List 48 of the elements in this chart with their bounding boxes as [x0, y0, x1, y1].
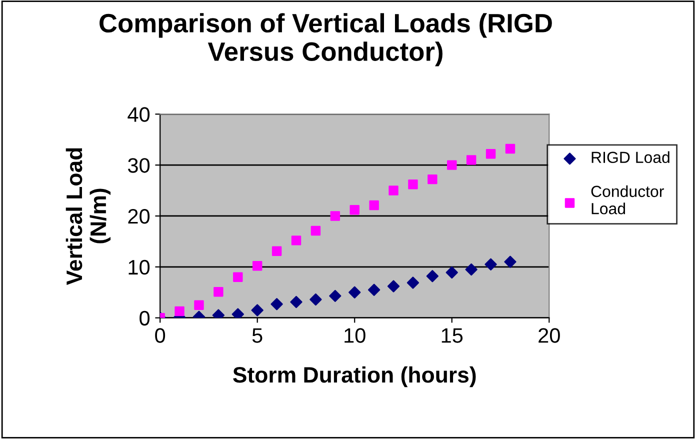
point — [504, 256, 516, 268]
y-tick-label: 10 — [128, 260, 150, 275]
point — [426, 270, 438, 282]
point — [505, 144, 516, 154]
y-tick-label: 0 — [140, 310, 150, 326]
point — [329, 290, 342, 302]
point — [330, 211, 340, 221]
x-tick-label: 5 — [252, 328, 262, 343]
x-tick-label: 20 — [538, 328, 560, 343]
point — [233, 272, 243, 282]
x-tick-label: 10 — [344, 328, 366, 343]
point — [348, 286, 361, 298]
x-tick-label: 0 — [155, 328, 166, 343]
point — [214, 287, 224, 297]
point — [408, 180, 418, 190]
point — [232, 308, 244, 318]
x-axis-title: Storm Duration (hours) — [233, 366, 476, 388]
point — [251, 304, 264, 316]
point — [350, 205, 360, 215]
point — [447, 160, 457, 170]
legend-label: RIGD Load — [592, 151, 670, 164]
x-tick-label: 15 — [442, 328, 463, 343]
point — [194, 300, 204, 310]
point — [272, 246, 282, 256]
point — [291, 236, 302, 246]
point — [466, 155, 476, 165]
point — [486, 149, 496, 159]
point — [270, 298, 283, 310]
point — [252, 261, 262, 271]
point — [465, 263, 478, 276]
point — [368, 284, 380, 296]
point — [310, 226, 321, 236]
y-axis-title: Vertical Load (N/m) — [66, 148, 111, 285]
y-tick-label: 30 — [128, 158, 150, 173]
point — [310, 293, 322, 306]
point — [484, 258, 497, 270]
point — [388, 186, 398, 196]
point — [290, 296, 302, 308]
point — [174, 306, 184, 316]
y-tick-label: 40 — [128, 107, 150, 122]
point — [369, 200, 379, 210]
y-tick-label: 20 — [128, 208, 150, 224]
chart-title: Comparison of Vertical Loads (RIGD Versus Conductor) — [100, 13, 552, 66]
point — [406, 276, 420, 289]
legend-label: Conductor Load — [591, 185, 664, 214]
point — [428, 174, 438, 184]
point — [387, 280, 400, 292]
point — [446, 266, 458, 279]
